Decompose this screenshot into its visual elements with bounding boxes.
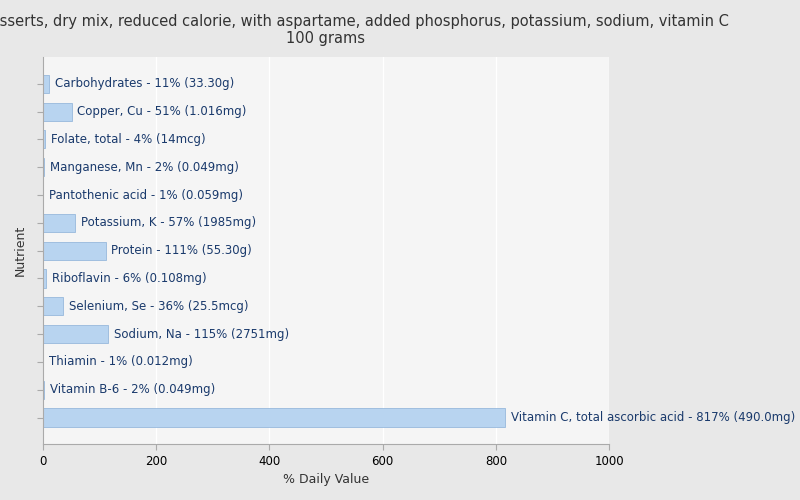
Text: Vitamin C, total ascorbic acid - 817% (490.0mg): Vitamin C, total ascorbic acid - 817% (4… [511, 411, 795, 424]
Bar [43, 130, 45, 148]
Text: Copper, Cu - 51% (1.016mg): Copper, Cu - 51% (1.016mg) [78, 105, 246, 118]
Text: Manganese, Mn - 2% (0.049mg): Manganese, Mn - 2% (0.049mg) [50, 160, 238, 173]
Bar [43, 380, 44, 398]
Text: Folate, total - 4% (14mcg): Folate, total - 4% (14mcg) [50, 133, 206, 146]
Text: Vitamin B-6 - 2% (0.049mg): Vitamin B-6 - 2% (0.049mg) [50, 383, 215, 396]
Bar [43, 297, 63, 316]
Text: Thiamin - 1% (0.012mg): Thiamin - 1% (0.012mg) [49, 356, 193, 368]
Text: Sodium, Na - 115% (2751mg): Sodium, Na - 115% (2751mg) [114, 328, 289, 340]
Bar [43, 214, 75, 232]
Text: Selenium, Se - 36% (25.5mcg): Selenium, Se - 36% (25.5mcg) [69, 300, 249, 313]
Text: Potassium, K - 57% (1985mg): Potassium, K - 57% (1985mg) [81, 216, 256, 230]
Bar [43, 408, 506, 426]
Bar [43, 158, 44, 176]
Bar [43, 325, 108, 343]
Bar [43, 102, 72, 120]
Bar [43, 242, 106, 260]
X-axis label: % Daily Value: % Daily Value [283, 473, 369, 486]
Bar [43, 270, 46, 287]
Text: Pantothenic acid - 1% (0.059mg): Pantothenic acid - 1% (0.059mg) [49, 188, 243, 202]
Text: Carbohydrates - 11% (33.30g): Carbohydrates - 11% (33.30g) [54, 78, 234, 90]
Y-axis label: Nutrient: Nutrient [14, 225, 27, 276]
Title: Gelatin desserts, dry mix, reduced calorie, with aspartame, added phosphorus, po: Gelatin desserts, dry mix, reduced calor… [0, 14, 729, 46]
Text: Riboflavin - 6% (0.108mg): Riboflavin - 6% (0.108mg) [52, 272, 206, 285]
Text: Protein - 111% (55.30g): Protein - 111% (55.30g) [111, 244, 252, 257]
Bar [43, 75, 49, 93]
